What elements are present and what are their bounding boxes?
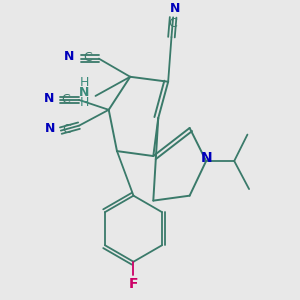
Text: C: C [62,124,71,136]
Text: H: H [79,76,88,88]
Text: C: C [83,52,92,64]
Text: N: N [64,50,75,64]
Text: N: N [200,152,212,165]
Text: N: N [44,122,55,136]
Text: C: C [61,93,70,106]
Text: N: N [44,92,54,105]
Text: N: N [169,2,180,15]
Text: F: F [129,277,138,291]
Text: C: C [169,17,178,30]
Text: H: H [79,96,88,109]
Text: N: N [79,86,89,99]
